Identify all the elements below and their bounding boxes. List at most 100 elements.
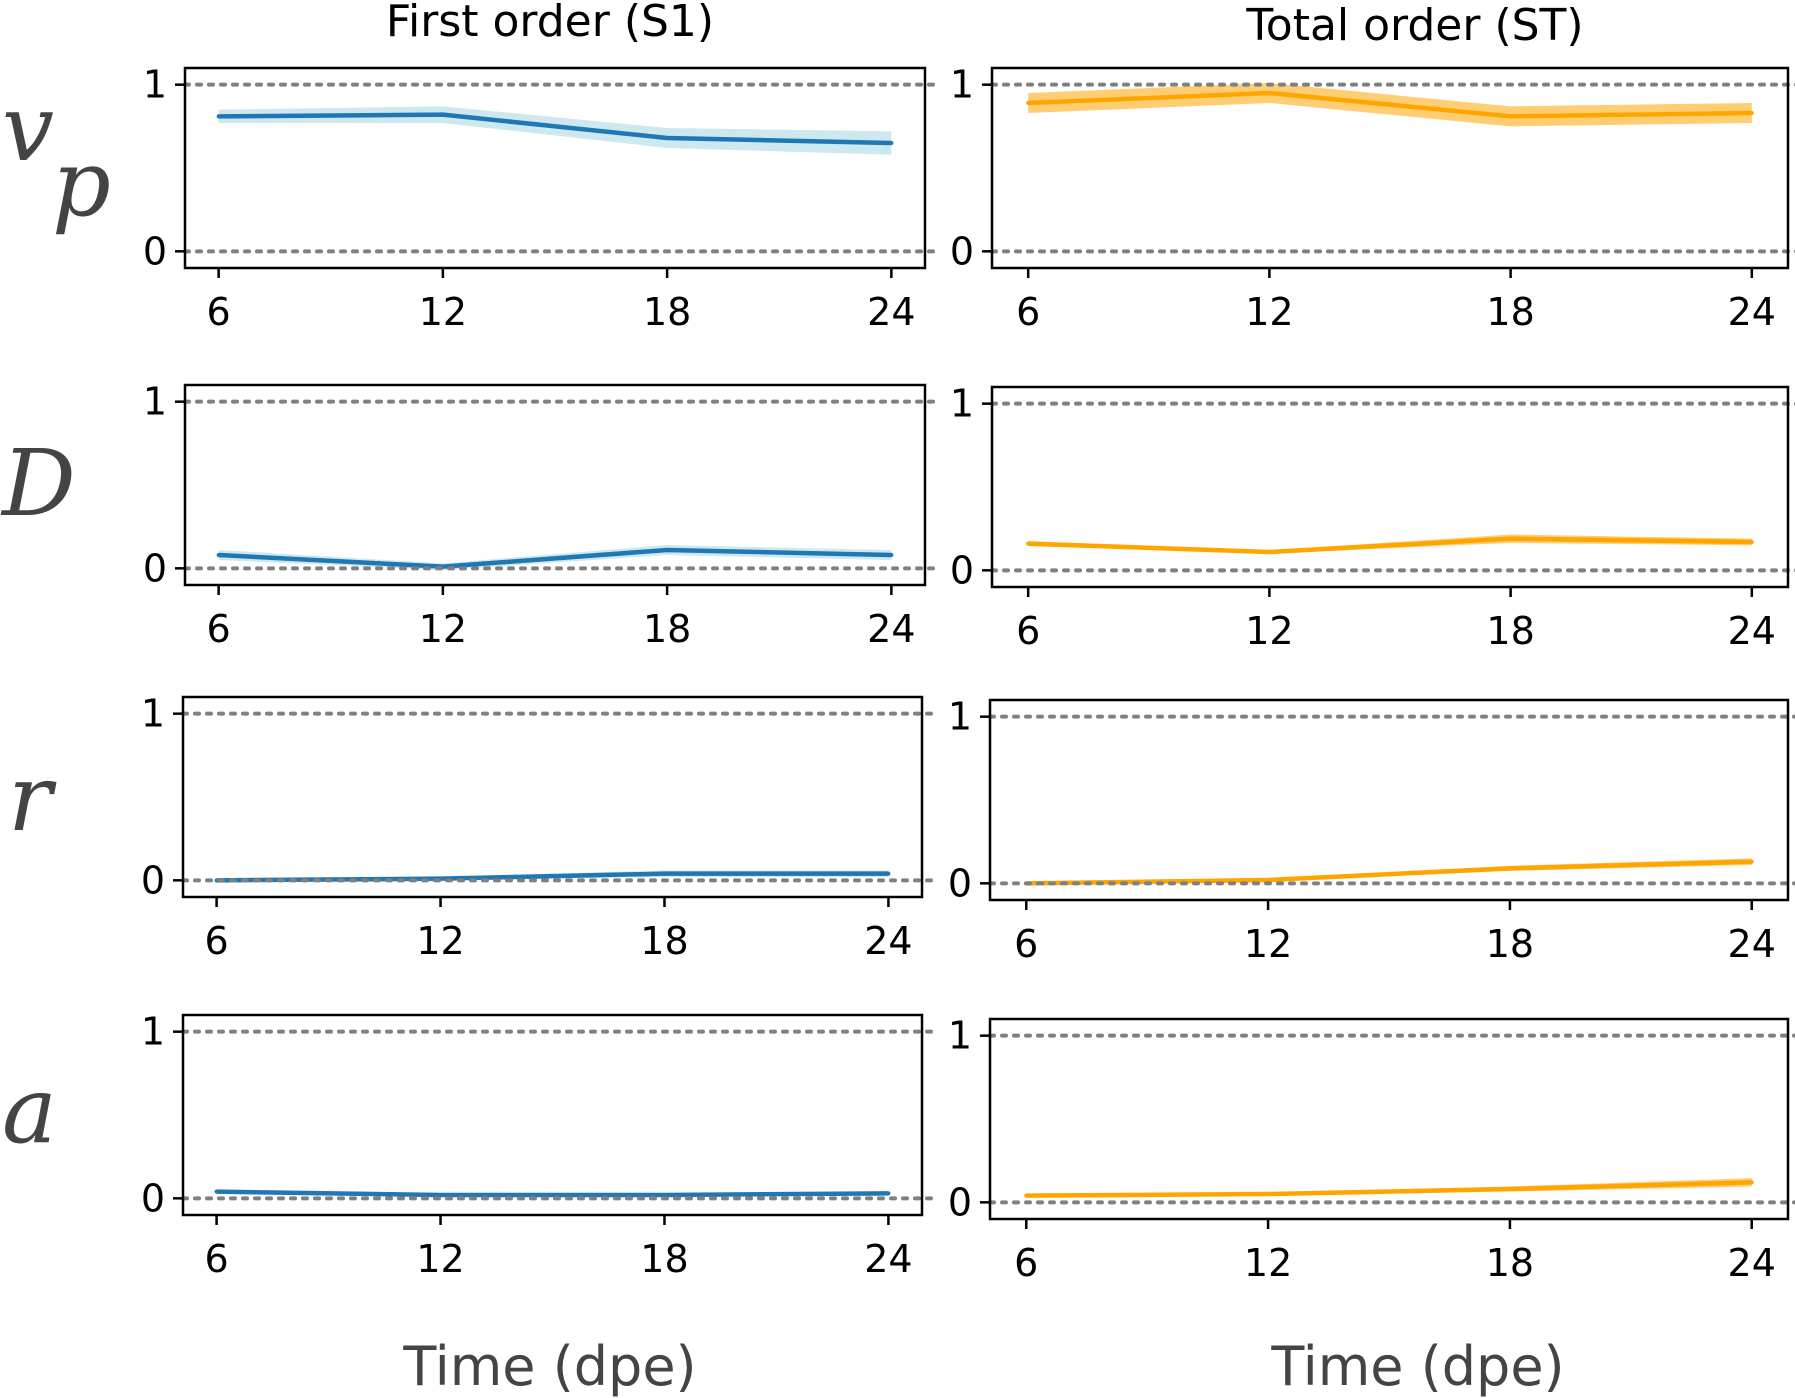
x-tick-label: 24: [1728, 1241, 1776, 1285]
x-tick-label: 12: [1245, 290, 1293, 334]
data-point: [1026, 541, 1031, 546]
data-point: [665, 136, 670, 140]
data-point: [662, 1193, 667, 1197]
x-tick-label: 12: [1245, 609, 1293, 653]
y-tick-label: 1: [143, 380, 167, 424]
x-tick-label: 12: [1244, 922, 1292, 966]
y-tick-label: 0: [141, 858, 165, 902]
data-point: [1026, 101, 1031, 105]
y-tick-label: 1: [950, 63, 974, 107]
x-tick-label: 24: [1728, 609, 1776, 653]
x-tick-label: 6: [204, 1237, 228, 1281]
panel-a-st: 0 1 6 12 18 24: [948, 1014, 1795, 1285]
axes-frame: [181, 695, 924, 899]
series-line: [1026, 1180, 1752, 1198]
y-tick-label: 0: [948, 1180, 972, 1224]
x-tick-label: 18: [1486, 290, 1534, 334]
data-point: [214, 1189, 219, 1194]
x-tick-label: 12: [419, 290, 467, 334]
data-point: [1507, 866, 1512, 871]
y-tick-label: 1: [143, 63, 167, 107]
series-line: [1028, 90, 1752, 119]
y-tick-label: 0: [950, 229, 974, 273]
y-tick-label: 1: [948, 695, 972, 739]
x-tick-label: 18: [1486, 1241, 1534, 1285]
data-point: [1266, 878, 1271, 882]
panel-d-s1: 0 1 6 12 18 24: [143, 380, 937, 651]
axes-frame: [988, 698, 1790, 902]
x-tick-label: 18: [643, 290, 691, 334]
y-tick-label: 1: [141, 692, 165, 736]
column-title-st: Total order (ST): [1245, 0, 1583, 51]
y-tick-label: 1: [950, 382, 974, 426]
axes-frame: [990, 66, 1790, 270]
row-label-r: r: [8, 745, 57, 852]
x-tick-label: 12: [419, 607, 467, 651]
x-tick-label: 6: [207, 290, 231, 334]
series-line: [218, 112, 892, 146]
y-tick-label: 1: [141, 1010, 165, 1054]
data-point: [1507, 1187, 1512, 1191]
data-point: [1024, 1193, 1029, 1198]
data-point: [1749, 1180, 1754, 1185]
row-label-a: a: [2, 1057, 57, 1164]
data-point: [886, 1191, 891, 1196]
data-point: [665, 548, 670, 552]
x-tick-label: 18: [1486, 609, 1534, 653]
x-tick-label: 24: [1728, 922, 1776, 966]
column-title-s1: First order (S1): [386, 0, 714, 47]
axes-frame: [988, 1017, 1790, 1221]
panel-a-s1: 0 1 6 12 18 24: [141, 1010, 934, 1281]
x-tick-label: 6: [204, 919, 228, 963]
data-point: [1749, 540, 1754, 544]
x-tick-label: 6: [1016, 290, 1040, 334]
panel-r-s1: 0 1 6 12 18 24: [141, 692, 934, 963]
data-point: [1267, 91, 1272, 95]
axes-frame: [183, 383, 927, 587]
x-tick-label: 6: [1016, 609, 1040, 653]
axes-frame: [181, 1013, 924, 1217]
panel-d-st: 0 1 6 12 18 24: [950, 382, 1795, 653]
data-point: [1749, 859, 1754, 864]
x-tick-label: 18: [640, 1237, 688, 1281]
y-tick-label: 0: [948, 861, 972, 905]
panel-vp-s1: 0 1 6 12 18 24: [143, 63, 937, 334]
y-tick-label: 1: [948, 1014, 972, 1058]
row-label-d: D: [0, 430, 76, 537]
x-tick-label: 12: [416, 919, 464, 963]
series-line: [1026, 859, 1752, 886]
axes-frame: [990, 385, 1790, 589]
confidence-band: [218, 106, 892, 155]
panel-vp-st: 0 1 6 12 18 24: [950, 63, 1795, 334]
x-tick-label: 6: [1014, 922, 1038, 966]
y-tick-label: 0: [950, 548, 974, 592]
y-tick-label: 0: [143, 229, 167, 273]
data-point: [438, 1193, 443, 1197]
row-label-vp-sub: p: [52, 130, 111, 237]
series-line: [218, 547, 892, 569]
data-point: [886, 871, 891, 876]
data-point: [1508, 114, 1513, 119]
x-tick-label: 18: [643, 607, 691, 651]
x-tick-label: 18: [1486, 922, 1534, 966]
x-tick-label: 24: [867, 290, 915, 334]
x-tick-label: 24: [864, 1237, 912, 1281]
x-axis-label-s1: Time (dpe): [402, 1335, 696, 1398]
series-line: [216, 1189, 889, 1198]
x-tick-label: 18: [640, 919, 688, 963]
data-point: [1508, 536, 1513, 541]
data-point: [1749, 111, 1754, 115]
y-tick-label: 0: [143, 546, 167, 590]
x-tick-label: 6: [207, 607, 231, 651]
data-point: [889, 141, 894, 145]
data-point: [1266, 1192, 1271, 1196]
data-point: [662, 871, 667, 876]
panel-r-st: 0 1 6 12 18 24: [948, 695, 1795, 966]
x-tick-label: 12: [416, 1237, 464, 1281]
x-tick-label: 24: [864, 919, 912, 963]
axes-frame: [183, 66, 927, 270]
y-tick-label: 0: [141, 1176, 165, 1220]
